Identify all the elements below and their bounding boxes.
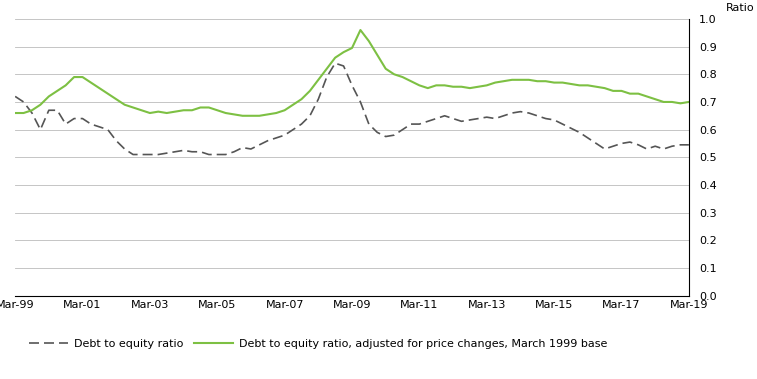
- Debt to equity ratio: [609, 144, 618, 149]
- Debt to equity ratio: [525, 111, 534, 115]
- Line: Debt to equity ratio, adjusted for price changes, March 1999 base: Debt to equity ratio, adjusted for price…: [15, 30, 689, 116]
- Legend: Debt to equity ratio, Debt to equity ratio, adjusted for price changes, March 19: Debt to equity ratio, Debt to equity rat…: [25, 334, 612, 353]
- Debt to equity ratio: [634, 143, 643, 147]
- Debt to equity ratio: [331, 61, 340, 66]
- Debt to equity ratio: [398, 127, 407, 132]
- Debt to equity ratio: [11, 94, 20, 99]
- Debt to equity ratio, adjusted for price changes, March 1999 base: [609, 89, 618, 93]
- Debt to equity ratio, adjusted for price changes, March 1999 base: [238, 114, 247, 118]
- Text: Ratio: Ratio: [726, 3, 755, 13]
- Debt to equity ratio, adjusted for price changes, March 1999 base: [575, 83, 584, 88]
- Debt to equity ratio: [575, 130, 584, 135]
- Debt to equity ratio, adjusted for price changes, March 1999 base: [11, 111, 20, 115]
- Debt to equity ratio, adjusted for price changes, March 1999 base: [448, 85, 457, 89]
- Debt to equity ratio: [129, 152, 138, 157]
- Debt to equity ratio: [684, 143, 693, 147]
- Debt to equity ratio, adjusted for price changes, March 1999 base: [356, 28, 365, 32]
- Line: Debt to equity ratio: Debt to equity ratio: [15, 63, 689, 155]
- Debt to equity ratio, adjusted for price changes, March 1999 base: [684, 100, 693, 104]
- Debt to equity ratio, adjusted for price changes, March 1999 base: [398, 75, 407, 79]
- Debt to equity ratio, adjusted for price changes, March 1999 base: [634, 91, 643, 96]
- Debt to equity ratio: [448, 116, 457, 121]
- Debt to equity ratio, adjusted for price changes, March 1999 base: [525, 78, 534, 82]
